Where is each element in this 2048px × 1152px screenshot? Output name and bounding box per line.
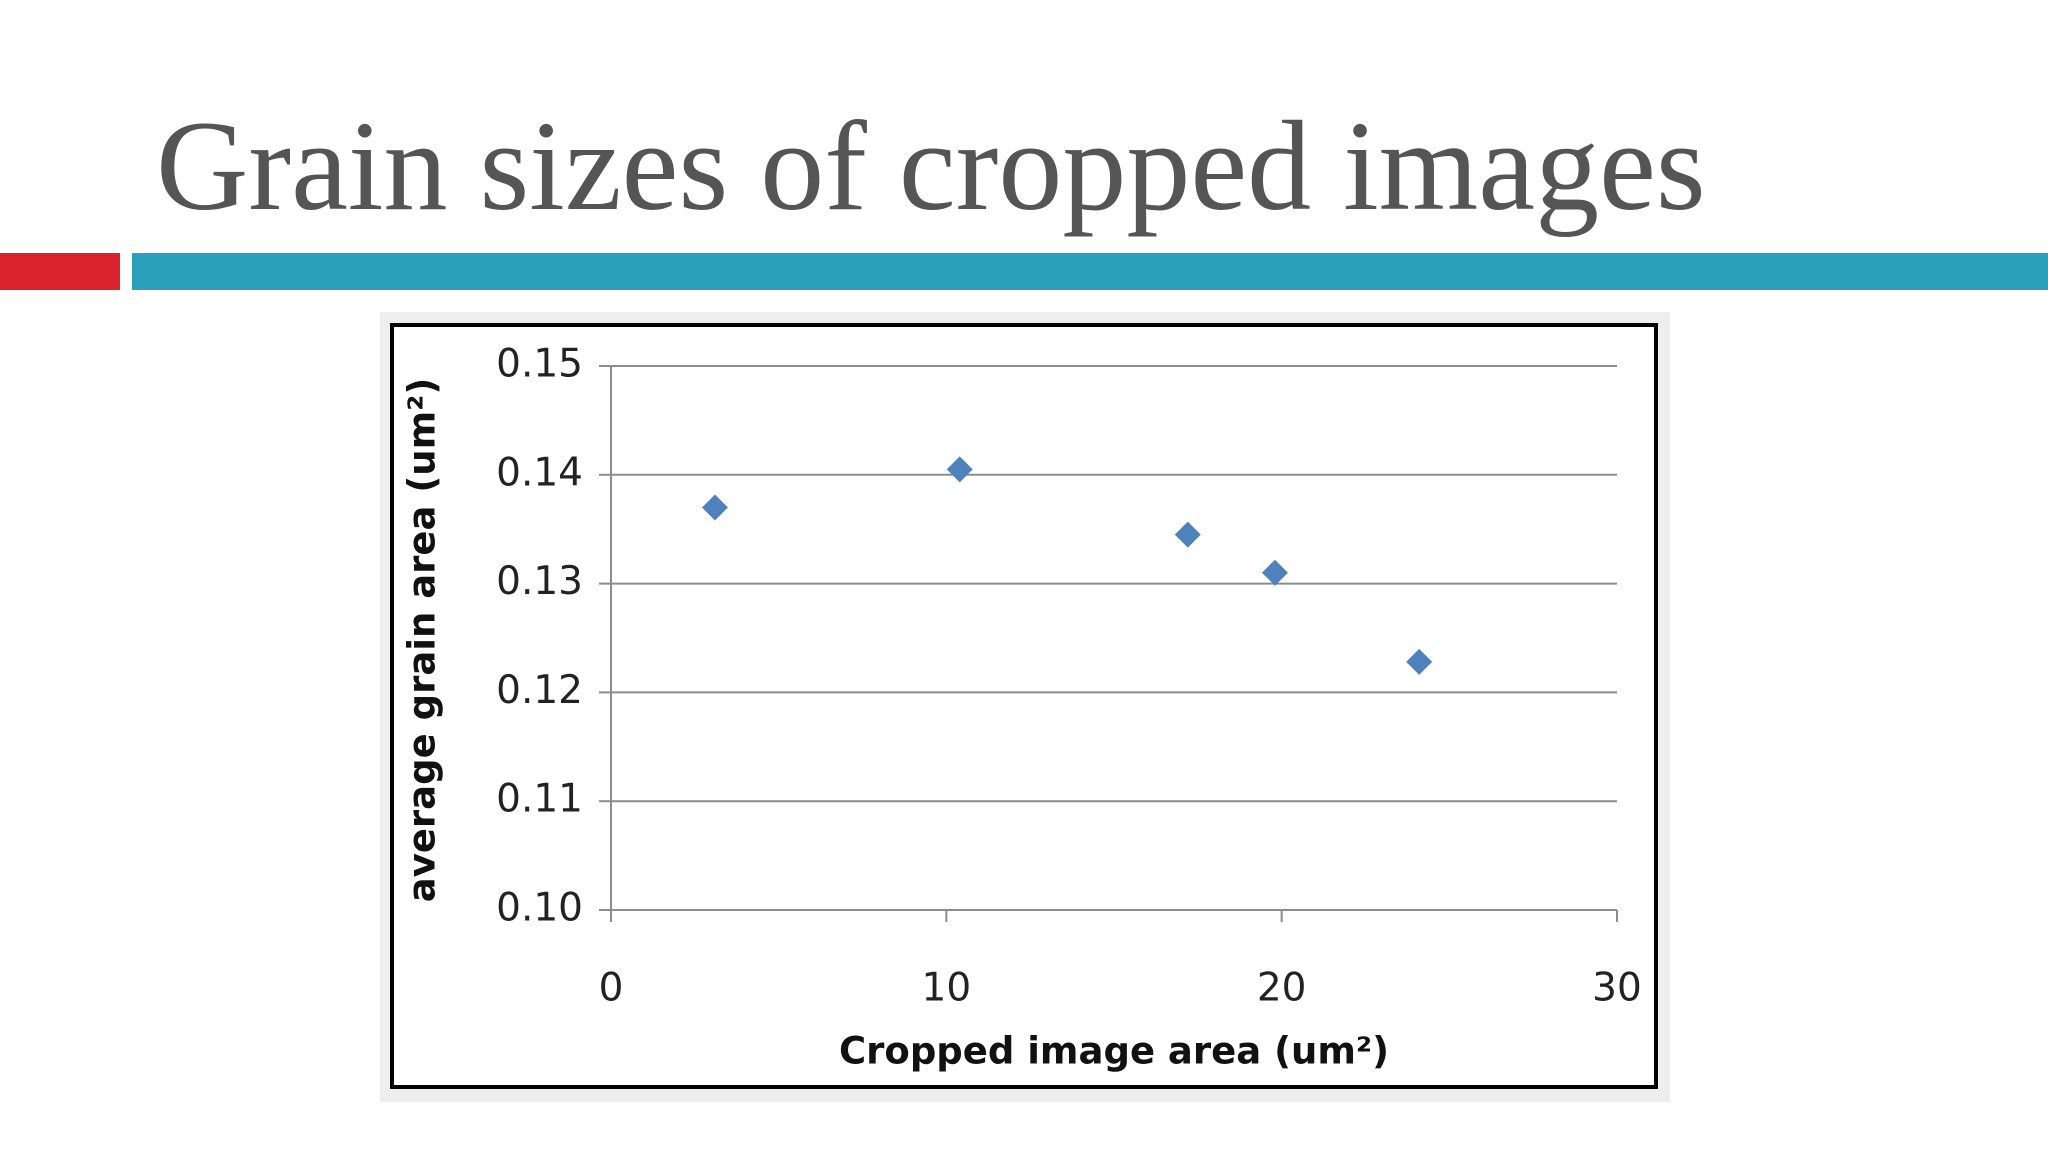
accent-bar-teal [132, 253, 2048, 290]
x-tick-label: 30 [1592, 966, 1642, 1011]
y-tick-label: 0.11 [496, 777, 583, 822]
y-tick-label: 0.10 [496, 886, 583, 931]
data-point [701, 494, 728, 521]
accent-bar-red [0, 253, 120, 290]
data-point [1174, 521, 1201, 548]
data-point [1406, 648, 1433, 675]
y-axis-title: average grain area (um²) [401, 378, 444, 903]
y-tick-label: 0.15 [496, 342, 583, 387]
y-tick-label: 0.13 [496, 559, 583, 604]
plot-area: 0.10 0.11 0.12 0.13 0.14 0.15 0 10 20 30 [496, 342, 1642, 1011]
x-tick-label: 10 [922, 966, 972, 1011]
y-tick-label: 0.14 [496, 450, 583, 495]
data-point [1261, 559, 1288, 586]
y-tick-label: 0.12 [496, 668, 583, 713]
x-tick-label: 20 [1257, 966, 1307, 1011]
slide-title: Grain sizes of cropped images [156, 95, 1706, 237]
x-axis-title: Cropped image area (um²) [839, 1030, 1389, 1073]
data-point [946, 456, 973, 483]
x-tick-label: 0 [599, 966, 624, 1011]
chart-frame [390, 323, 1658, 1089]
